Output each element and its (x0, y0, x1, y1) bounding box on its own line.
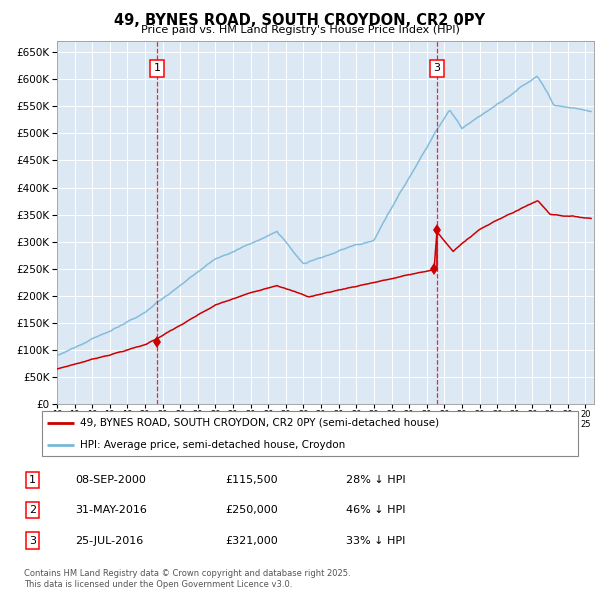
Text: 1: 1 (154, 63, 161, 73)
Text: 1: 1 (29, 475, 36, 485)
Text: Contains HM Land Registry data © Crown copyright and database right 2025.
This d: Contains HM Land Registry data © Crown c… (24, 569, 350, 589)
Text: 31-MAY-2016: 31-MAY-2016 (76, 506, 148, 515)
Text: £250,000: £250,000 (226, 506, 278, 515)
Text: £321,000: £321,000 (226, 536, 278, 546)
Text: 3: 3 (29, 536, 36, 546)
Text: 49, BYNES ROAD, SOUTH CROYDON, CR2 0PY: 49, BYNES ROAD, SOUTH CROYDON, CR2 0PY (115, 13, 485, 28)
Text: 28% ↓ HPI: 28% ↓ HPI (346, 475, 406, 485)
Text: 49, BYNES ROAD, SOUTH CROYDON, CR2 0PY (semi-detached house): 49, BYNES ROAD, SOUTH CROYDON, CR2 0PY (… (80, 418, 439, 428)
Text: £115,500: £115,500 (226, 475, 278, 485)
FancyBboxPatch shape (42, 411, 578, 456)
Text: 3: 3 (433, 63, 440, 73)
Text: 08-SEP-2000: 08-SEP-2000 (76, 475, 146, 485)
Text: 33% ↓ HPI: 33% ↓ HPI (346, 536, 406, 546)
Text: HPI: Average price, semi-detached house, Croydon: HPI: Average price, semi-detached house,… (80, 441, 345, 450)
Text: 25-JUL-2016: 25-JUL-2016 (76, 536, 144, 546)
Text: 2: 2 (29, 506, 36, 515)
Text: Price paid vs. HM Land Registry's House Price Index (HPI): Price paid vs. HM Land Registry's House … (140, 25, 460, 35)
Text: 46% ↓ HPI: 46% ↓ HPI (346, 506, 406, 515)
